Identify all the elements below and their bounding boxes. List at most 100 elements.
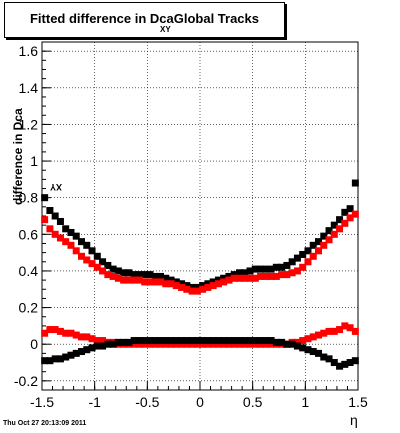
data-point (315, 247, 322, 255)
y-tick-label: 1.2 (19, 116, 39, 132)
data-point (93, 342, 101, 350)
x-tick-label: -1 (88, 394, 101, 410)
data-point (62, 238, 70, 246)
data-point (299, 344, 307, 352)
data-point (78, 348, 85, 356)
y-tick-label: 1.6 (19, 43, 39, 59)
data-point (220, 274, 228, 282)
data-point (62, 329, 70, 337)
data-point (351, 327, 359, 335)
data-point (336, 216, 344, 224)
data-point (188, 283, 196, 291)
data-point (304, 258, 312, 266)
data-point (56, 355, 64, 363)
data-point (230, 337, 238, 345)
y-tick-label: 1 (30, 153, 38, 169)
data-point (320, 232, 328, 240)
data-point (225, 337, 233, 345)
y-tick-label: 1.4 (19, 80, 39, 96)
data-point (230, 271, 238, 279)
data-point (151, 337, 159, 345)
data-point (41, 216, 49, 224)
data-point (288, 258, 296, 266)
data-point (193, 340, 201, 348)
data-point (178, 283, 186, 291)
data-point (214, 276, 222, 284)
data-point (236, 274, 243, 282)
data-point (267, 337, 275, 345)
data-point (167, 340, 175, 348)
data-point (183, 340, 191, 348)
chart-title-box: Fitted difference in DcaGlobal Tracks XY (4, 2, 285, 38)
data-point (346, 324, 354, 332)
data-point (251, 337, 259, 345)
data-point (157, 337, 164, 345)
data-point (114, 267, 122, 275)
data-point (51, 230, 59, 238)
data-point (88, 247, 96, 255)
data-point (178, 340, 186, 348)
data-point (109, 340, 117, 348)
data-point (104, 261, 112, 269)
data-point (167, 337, 175, 345)
data-point (56, 234, 64, 242)
data-point (304, 247, 312, 255)
data-point (293, 254, 301, 262)
data-point (99, 258, 107, 266)
data-point (157, 272, 164, 280)
data-point (214, 340, 222, 348)
data-point (346, 205, 354, 213)
data-point (56, 217, 64, 225)
data-point (246, 337, 254, 345)
data-point (178, 337, 186, 345)
data-point (251, 265, 259, 273)
data-point (267, 272, 275, 280)
data-point (41, 329, 49, 337)
data-point (193, 337, 201, 345)
data-point (188, 340, 196, 348)
data-point (251, 340, 259, 348)
data-point (141, 340, 149, 348)
data-point (104, 271, 112, 279)
data-point (320, 353, 328, 361)
data-point (109, 272, 117, 280)
data-point (51, 355, 59, 363)
data-point (241, 269, 249, 277)
data-point (93, 263, 101, 271)
data-point (83, 241, 91, 249)
data-point (41, 194, 49, 202)
data-point (51, 326, 59, 334)
y-tick-label: 0 (30, 336, 38, 352)
data-point (278, 263, 286, 271)
data-point (193, 287, 201, 295)
chart-title-subscript: XY (160, 25, 171, 34)
data-point (167, 276, 175, 284)
x-tick-label: -0.5 (135, 394, 159, 410)
data-point (267, 265, 275, 273)
data-point (199, 337, 207, 345)
data-point (283, 340, 291, 348)
timestamp-footer: Thu Oct 27 20:13:09 2011 (3, 420, 87, 427)
data-point (162, 340, 170, 348)
data-point (157, 340, 164, 348)
data-point (325, 227, 333, 235)
data-point (209, 282, 217, 290)
data-point (214, 337, 222, 345)
y-tick-label: 0.2 (19, 300, 39, 316)
data-point (225, 272, 233, 280)
data-point (120, 338, 128, 346)
data-point (204, 283, 212, 291)
y-axis-label: difference in Dca XY (11, 65, 62, 205)
data-point (183, 285, 191, 293)
data-point (183, 337, 191, 345)
data-point (204, 280, 212, 288)
x-axis-label: η (350, 412, 358, 428)
data-point (293, 267, 301, 275)
data-point (351, 179, 359, 187)
data-point (62, 353, 70, 361)
data-point (214, 280, 222, 288)
data-point (172, 282, 180, 290)
data-point (257, 265, 265, 273)
data-point (72, 349, 80, 357)
data-point (257, 337, 265, 345)
